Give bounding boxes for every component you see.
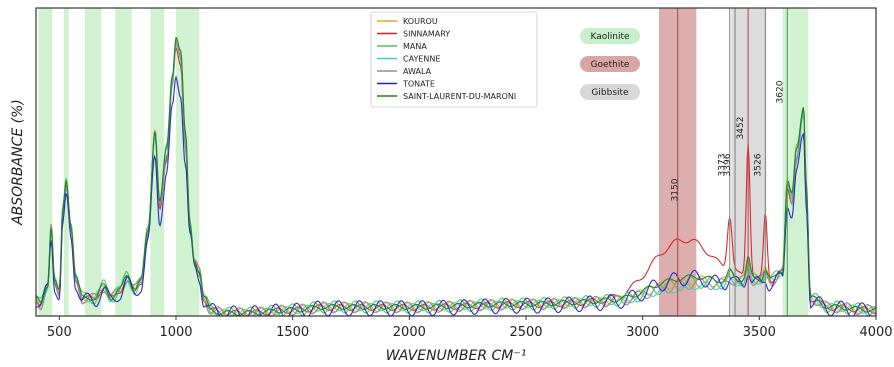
x-tick-label: 500 bbox=[47, 325, 72, 340]
series-line-saint-laurent-du-maroni bbox=[35, 36, 877, 316]
x-tick-label: 1000 bbox=[159, 325, 192, 340]
kaolinite-band bbox=[38, 8, 53, 316]
legend-label: SINNAMARY bbox=[403, 30, 450, 39]
peak-label-3396: 3396 bbox=[723, 153, 733, 176]
band-legend-swatch bbox=[580, 84, 640, 100]
legend-label: CAYENNE bbox=[403, 55, 440, 64]
band-legend-label: Kaolinite bbox=[590, 32, 629, 42]
kaolinite-band bbox=[85, 8, 102, 316]
peak-label-3150: 3150 bbox=[671, 178, 681, 201]
peak-label-3452: 3452 bbox=[736, 117, 746, 140]
peak-label-3620: 3620 bbox=[775, 80, 785, 103]
band-legend-swatch bbox=[580, 28, 640, 44]
peak-label-3373: 3373 bbox=[718, 154, 728, 177]
legend: KOUROU SINNAMARY MANA CAYENNE AWALA TONATE SAI… bbox=[370, 11, 538, 108]
legend-label: KOUROU bbox=[403, 17, 438, 26]
x-tick-label: 3500 bbox=[743, 325, 776, 340]
x-axis-title: WAVENUMBER CM⁻¹ bbox=[386, 348, 527, 364]
x-tick-label: 1500 bbox=[276, 325, 309, 340]
legend-box bbox=[370, 11, 538, 108]
x-tick-label: 2500 bbox=[509, 325, 542, 340]
kaolinite-band bbox=[64, 8, 69, 316]
band-legend-label: Gibbsite bbox=[591, 88, 629, 98]
legend-label: TONATE bbox=[402, 80, 435, 89]
spectra-series bbox=[35, 36, 877, 317]
x-tick-label: 4000 bbox=[859, 325, 892, 340]
band-legend: Kaolinite Goethite Gibbsite bbox=[580, 28, 640, 100]
x-tick-label: 2000 bbox=[393, 325, 426, 340]
legend-label: MANA bbox=[403, 42, 427, 51]
x-tick-label: 3000 bbox=[626, 325, 659, 340]
plot-frame bbox=[35, 7, 877, 317]
band-legend-swatch bbox=[580, 56, 640, 72]
band-legend-label: Goethite bbox=[591, 60, 630, 70]
series-line-tonate bbox=[35, 74, 877, 317]
y-axis-title: ABSORBANCE (%) bbox=[10, 99, 26, 226]
peak-label-3526: 3526 bbox=[753, 153, 763, 176]
x-axis-ticks: 500 1000 1500 2000 2500 3000 3500 4000 bbox=[47, 316, 893, 340]
legend-label: SAINT-LAURENT-DU-MARONI bbox=[403, 92, 516, 101]
kaolinite-band bbox=[115, 8, 132, 316]
legend-label: AWALA bbox=[403, 67, 432, 76]
